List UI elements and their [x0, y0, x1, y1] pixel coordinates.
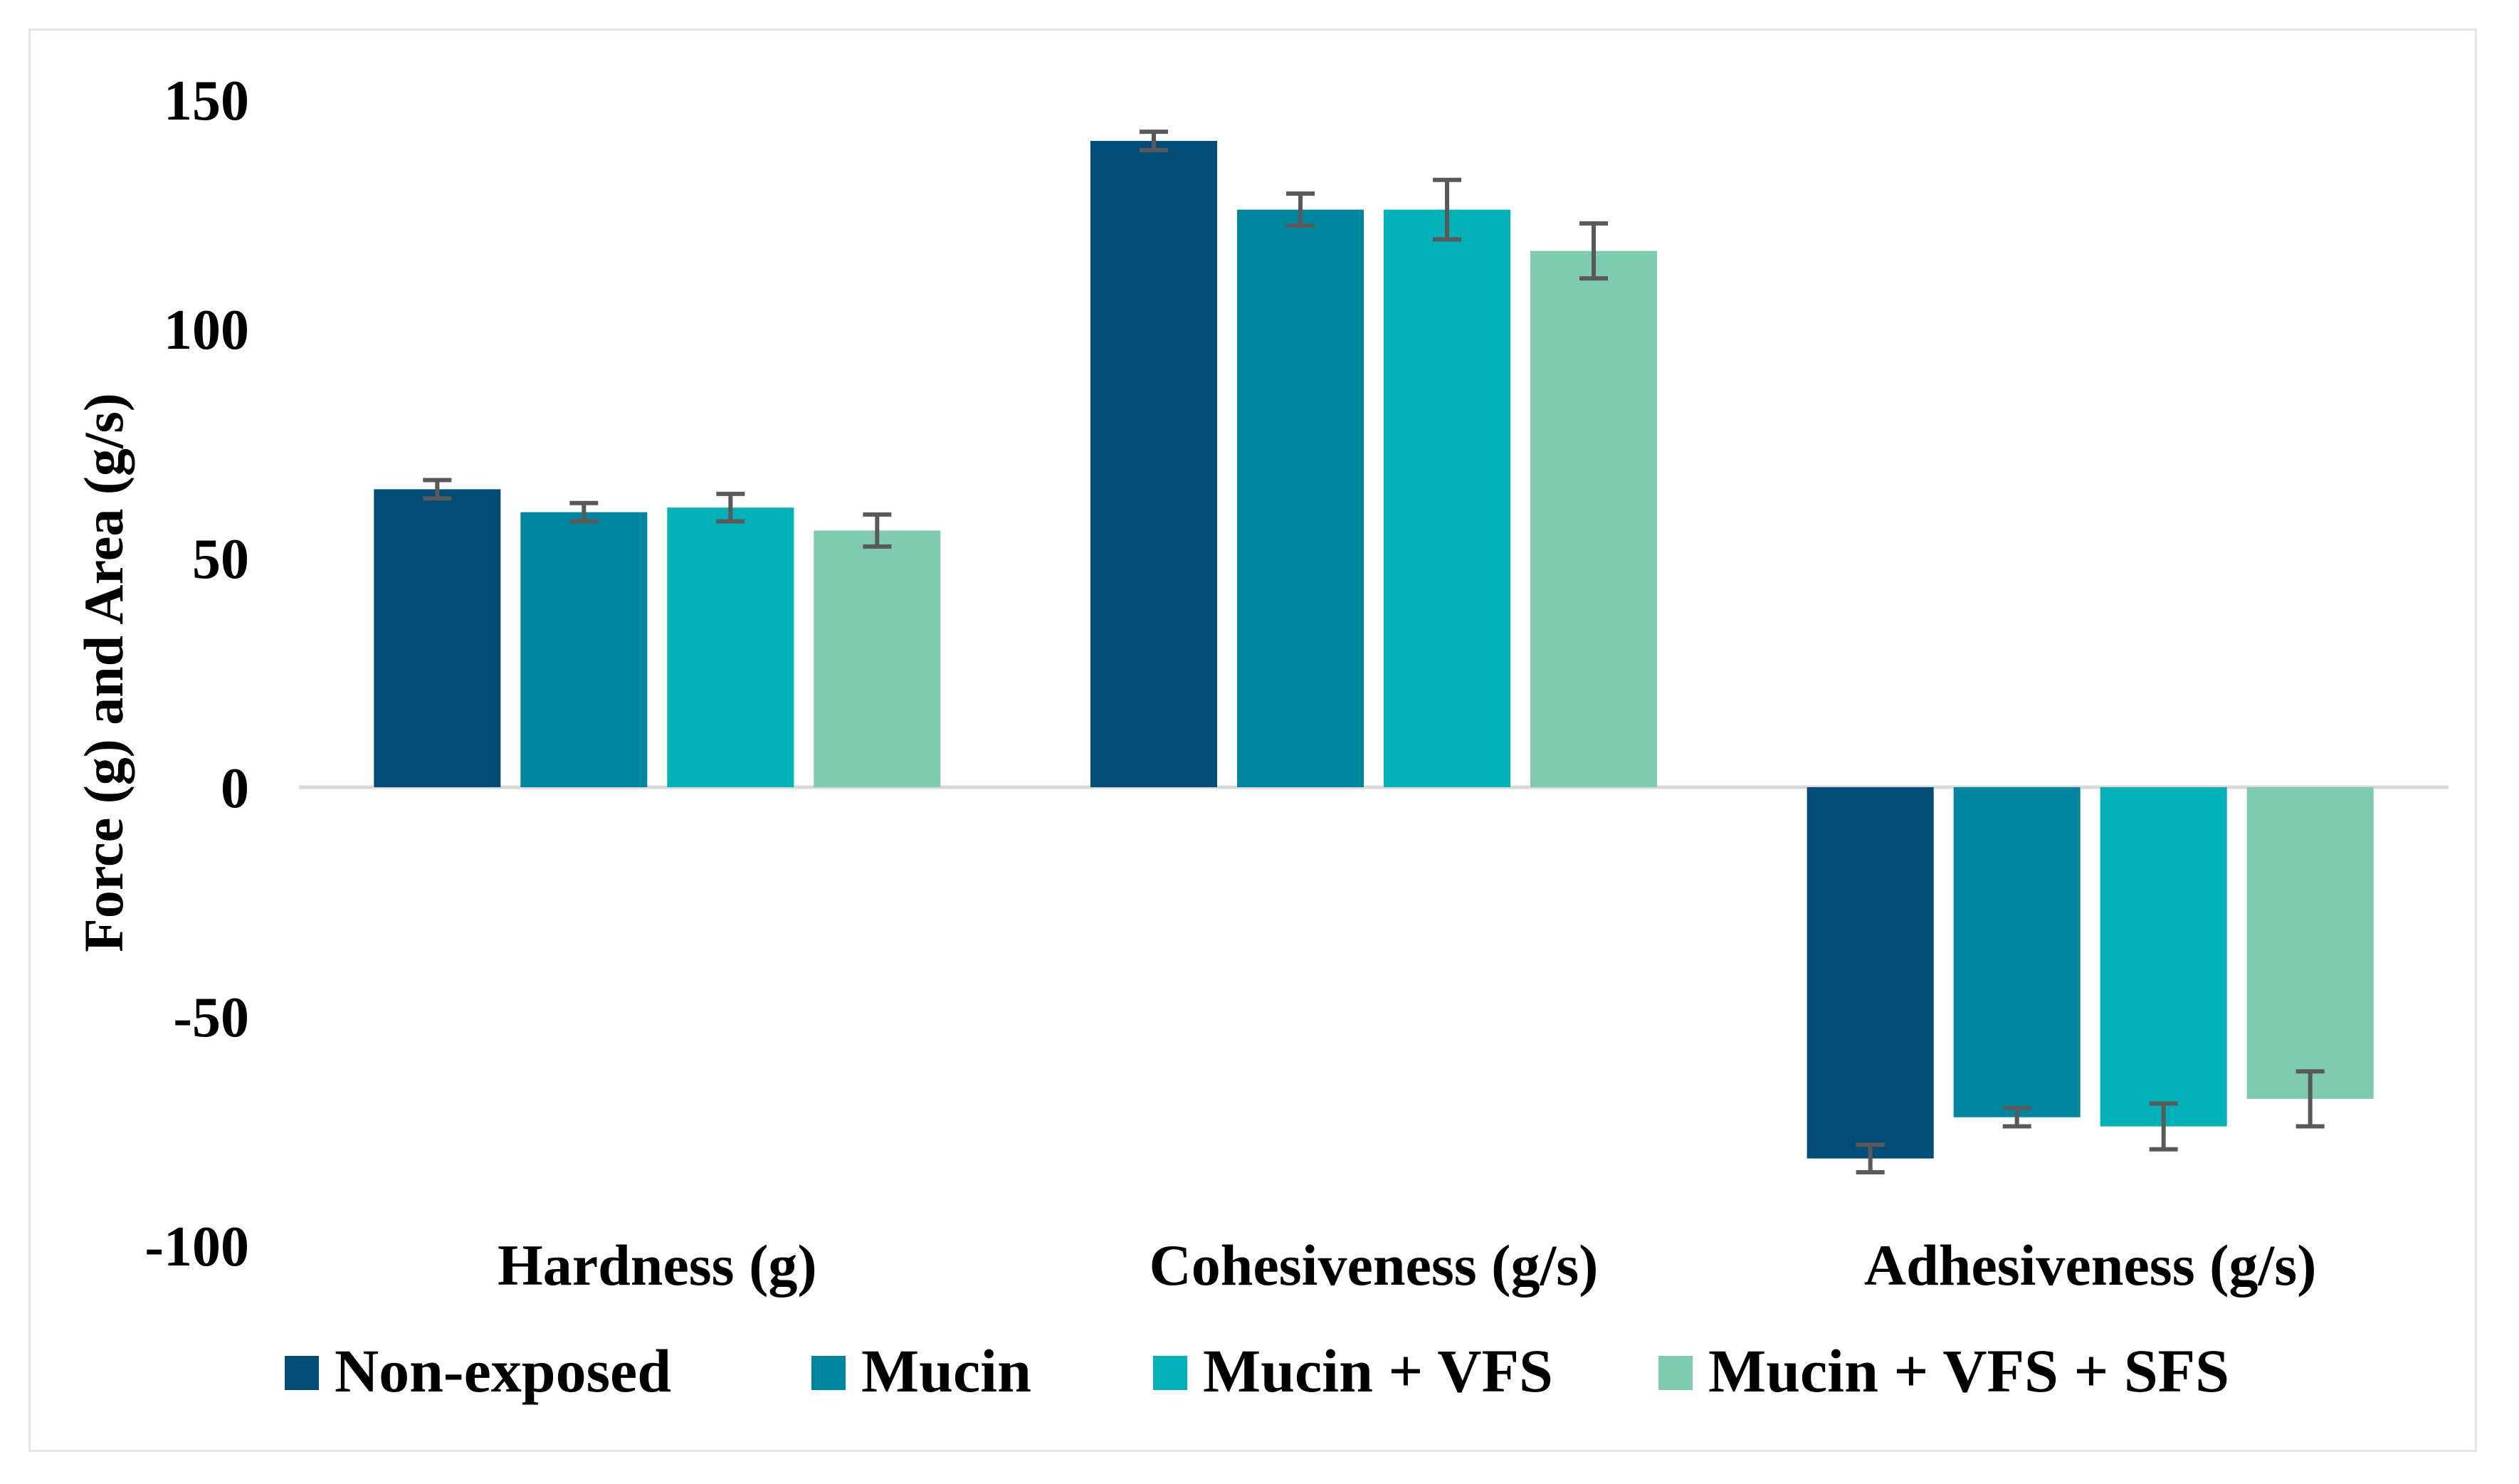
bar [374, 489, 501, 787]
legend-swatch [1658, 1356, 1693, 1390]
bar [2246, 787, 2374, 1099]
bar [1953, 787, 2081, 1117]
legend-label: Mucin [861, 1337, 1031, 1405]
legend-swatch [811, 1356, 846, 1390]
category-label: Cohesiveness (g/s) [1150, 1233, 1599, 1298]
legend-label: Mucin + VFS + SFS [1708, 1337, 2229, 1405]
bars-group [374, 140, 2374, 1159]
bar [1090, 140, 1217, 787]
y-tick-label: 50 [192, 528, 249, 591]
y-tick-label: -100 [144, 1216, 249, 1278]
y-tick-label: -50 [173, 986, 249, 1049]
y-tick-label: 100 [164, 299, 249, 362]
y-tick-label: 0 [221, 757, 249, 820]
bar [1807, 787, 1934, 1159]
category-label: Adhesiveness (g/s) [1864, 1233, 2317, 1298]
category-labels: Hardness (g) Cohesiveness (g/s) Adhesivene… [498, 1233, 2316, 1298]
legend: Non-exposed Mucin Mucin + VFS Mucin + VFS +… [285, 1337, 2229, 1405]
bar [520, 512, 648, 787]
legend-swatch [1153, 1356, 1187, 1390]
bar [2100, 787, 2227, 1127]
y-axis-ticks: 150 100 50 0 -50 -100 [144, 70, 249, 1278]
category-label: Hardness (g) [498, 1233, 817, 1298]
legend-label: Mucin + VFS [1203, 1337, 1553, 1405]
y-tick-label: 150 [164, 70, 249, 132]
bar [1530, 251, 1657, 787]
legend-label: Non-exposed [335, 1337, 671, 1405]
bar [1237, 209, 1364, 787]
bar [667, 507, 794, 787]
legend-swatch [285, 1356, 319, 1390]
y-axis-label: Force (g) and Area (g/s) [73, 393, 135, 952]
bar [814, 530, 941, 787]
bar [1384, 209, 1510, 787]
error-bars-group [423, 130, 2325, 1174]
